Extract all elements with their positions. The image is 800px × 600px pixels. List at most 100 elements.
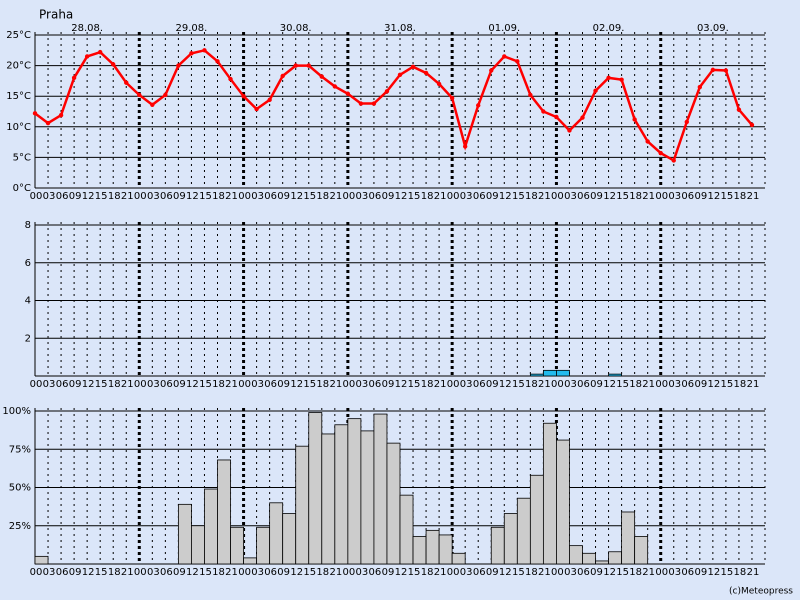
hour-label: 09 — [590, 567, 603, 578]
hour-label: 12 — [186, 379, 199, 390]
hour-label: 21 — [747, 567, 760, 578]
hour-label: 03 — [460, 567, 473, 578]
hour-label: 00 — [134, 567, 147, 578]
hour-label: 18 — [629, 379, 642, 390]
hour-label: 15 — [616, 567, 629, 578]
temperature-point — [215, 59, 220, 64]
hour-label: 09 — [173, 191, 186, 202]
hour-label: 06 — [473, 191, 486, 202]
hour-label: 03 — [43, 567, 56, 578]
hour-label: 18 — [316, 191, 329, 202]
hour-label: 21 — [434, 191, 447, 202]
hour-label: 18 — [421, 191, 434, 202]
bar — [608, 551, 623, 565]
temperature-point — [723, 68, 729, 73]
hour-label: 00 — [30, 191, 43, 202]
hour-label: 18 — [734, 379, 747, 390]
temperature-point — [541, 109, 546, 114]
hour-label: 18 — [212, 191, 225, 202]
temperature-point — [658, 150, 663, 156]
bar — [582, 552, 596, 565]
bar — [360, 430, 375, 565]
temperature-point — [423, 70, 429, 76]
hour-label: 15 — [721, 191, 734, 202]
hour-label: 03 — [668, 379, 681, 390]
hour-label: 21 — [538, 567, 551, 578]
hour-label: 12 — [707, 567, 720, 578]
bar — [243, 557, 258, 565]
temperature-point — [254, 106, 259, 112]
temperature-point — [111, 62, 116, 67]
bar — [542, 422, 557, 565]
temperature-point — [449, 95, 455, 101]
hour-label: 09 — [69, 191, 82, 202]
hour-label: 15 — [95, 191, 108, 202]
temperature-point — [45, 120, 51, 126]
hour-label: 06 — [681, 567, 694, 578]
hour-label: 18 — [629, 191, 642, 202]
temperature-point — [580, 115, 585, 120]
temperature-point — [697, 84, 703, 90]
hour-label: 09 — [694, 191, 707, 202]
hour-label: 00 — [655, 191, 668, 202]
hour-label: 15 — [303, 191, 316, 202]
bar — [569, 545, 583, 565]
hour-label: 06 — [160, 379, 173, 390]
hour-label: 12 — [82, 567, 95, 578]
hour-label: 21 — [121, 567, 134, 578]
temperature-point — [332, 84, 338, 89]
hour-label: 15 — [616, 191, 629, 202]
hour-label: 15 — [303, 379, 316, 390]
temperature-point — [267, 97, 272, 103]
temperature-point — [567, 128, 572, 133]
hour-label: 18 — [212, 379, 225, 390]
y-tick-label: 8 — [25, 220, 31, 231]
hour-label: 06 — [577, 567, 590, 578]
hour-label: 15 — [303, 567, 316, 578]
hour-label: 12 — [82, 191, 95, 202]
y-tick-label: 6 — [25, 258, 31, 269]
bar — [556, 439, 570, 565]
hour-label: 21 — [121, 191, 134, 202]
temperature-point — [619, 77, 624, 82]
hour-label: 00 — [655, 567, 668, 578]
y-tick-label: 2 — [25, 333, 31, 344]
bar — [608, 373, 623, 377]
temperature-point — [593, 88, 598, 93]
day-label: 31.08. — [384, 23, 416, 34]
hour-label: 18 — [212, 567, 225, 578]
day-label: 29.08. — [176, 23, 208, 34]
hour-label: 06 — [56, 191, 69, 202]
hour-label: 15 — [408, 567, 421, 578]
hour-label: 21 — [329, 191, 342, 202]
temperature-point — [58, 112, 64, 118]
hour-label: 06 — [577, 191, 590, 202]
hour-label: 09 — [277, 379, 290, 390]
hour-label: 03 — [356, 379, 369, 390]
hour-label: 09 — [382, 379, 395, 390]
hour-label: 12 — [186, 567, 199, 578]
hour-label: 18 — [108, 191, 121, 202]
hour-label: 09 — [486, 379, 499, 390]
temperature-point — [736, 107, 742, 112]
hour-label: 09 — [69, 379, 82, 390]
hour-label: 00 — [238, 379, 251, 390]
bar — [425, 529, 440, 565]
hour-label: 09 — [694, 379, 707, 390]
bar — [556, 369, 570, 377]
y-tick-label: 20°C — [6, 61, 31, 72]
bar — [230, 526, 244, 565]
hour-label: 06 — [681, 191, 694, 202]
temperature-point — [241, 94, 246, 99]
bar — [438, 534, 453, 565]
temperature-point — [97, 49, 103, 55]
hour-label: 06 — [160, 191, 173, 202]
hour-label: 12 — [603, 567, 616, 578]
temperature-point — [462, 144, 468, 149]
hour-label: 03 — [460, 379, 473, 390]
hour-label: 09 — [382, 191, 395, 202]
temperature-point — [71, 75, 77, 81]
day-label: 01.09. — [488, 23, 520, 34]
temperature-point — [684, 119, 689, 125]
temperature-point — [515, 59, 520, 64]
